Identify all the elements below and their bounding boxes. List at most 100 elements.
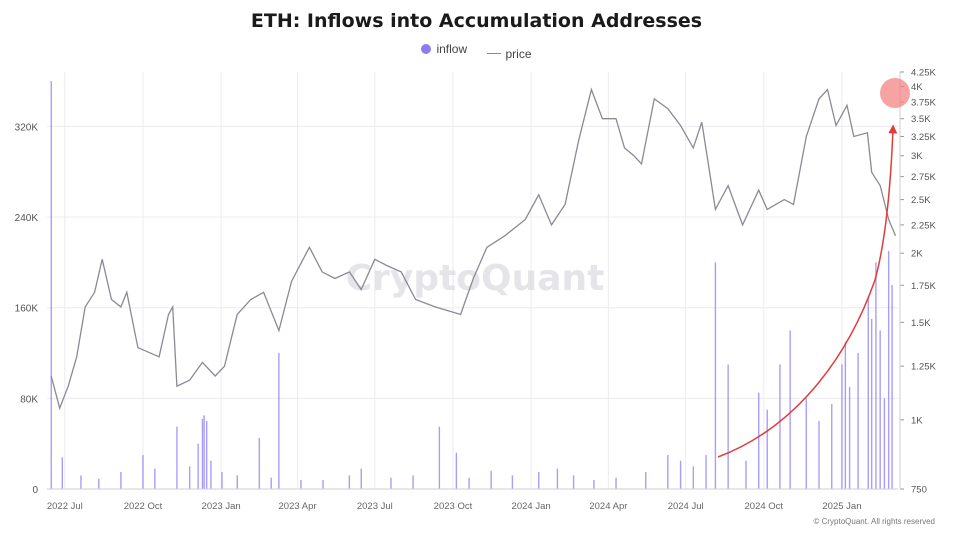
y-left-tick-label: 0: [32, 485, 38, 496]
legend-inflow-swatch: [421, 44, 432, 54]
y-right-tick-label: 4K: [911, 82, 923, 93]
x-tick-label: 2024 Jan: [512, 501, 551, 512]
inflow-bar: [203, 415, 205, 489]
y-right-tick-label: 3.5K: [911, 114, 931, 125]
inflow-bar: [538, 472, 540, 489]
inflow-bar: [667, 455, 669, 489]
y-right-tick-label: 1K: [911, 415, 923, 426]
inflow-bar: [844, 341, 847, 489]
x-tick-label: 2023 Jul: [357, 501, 393, 512]
y-right-tick-label: 2.5K: [911, 195, 931, 206]
inflow-bar: [490, 470, 492, 489]
y-left-tick-label: 160K: [15, 304, 39, 315]
inflow-bar: [201, 418, 204, 489]
inflow-bar: [258, 438, 261, 489]
y-left-tick-label: 320K: [15, 122, 39, 133]
inflow-bar: [278, 353, 280, 489]
inflow-bar: [758, 392, 760, 489]
inflow-bar: [50, 81, 52, 489]
inflow-bar: [438, 426, 441, 489]
grid: [47, 72, 898, 489]
inflow-bar: [645, 472, 647, 489]
inflow-bar: [867, 296, 869, 489]
legend-price-swatch: [486, 53, 501, 54]
inflow-bar: [887, 251, 890, 489]
inflow-bar: [572, 475, 575, 489]
y-right-tick-label: 1.75K: [911, 281, 936, 292]
inflow-bar: [270, 477, 272, 489]
inflow-bar: [300, 479, 302, 489]
inflow-bar: [679, 460, 682, 489]
inflow-bar: [120, 472, 122, 489]
annotation-arrow: [717, 124, 898, 458]
x-tick-label: 2024 Oct: [745, 501, 784, 512]
inflow-bar: [727, 364, 729, 489]
inflow-bar: [236, 475, 238, 489]
inflow-bar: [875, 262, 877, 489]
inflow-bar: [556, 468, 559, 489]
inflow-bar: [61, 457, 63, 489]
legend-inflow[interactable]: inflow: [421, 42, 467, 56]
inflow-bar: [841, 364, 843, 489]
chart-title: ETH: Inflows into Accumulation Addresses: [250, 10, 703, 32]
y-right-tick-label: 2K: [911, 249, 923, 260]
y-right-tick-label: 3.75K: [911, 98, 936, 109]
inflow-bar: [188, 466, 191, 489]
inflow-bar: [98, 478, 100, 489]
inflow-bar: [390, 477, 392, 489]
inflow-bar: [831, 404, 833, 489]
inflow-bar: [714, 262, 717, 489]
x-tick-label: 2024 Jul: [668, 501, 704, 512]
inflow-bar: [197, 443, 199, 489]
y-right-tick-label: 3K: [911, 151, 923, 162]
inflow-bar: [205, 421, 208, 489]
legend-price-label: price: [505, 46, 532, 61]
inflow-bar: [593, 479, 595, 489]
inflow-bar: [142, 455, 144, 489]
y-right-tick-label: 1.25K: [911, 362, 936, 373]
inflow-bar: [818, 421, 820, 489]
watermark: CryptoQuant: [346, 258, 605, 299]
inflow-bar: [766, 409, 768, 489]
legend: inflow price: [0, 42, 953, 61]
inflow-bar: [779, 364, 781, 489]
inflow-bar: [221, 472, 223, 489]
inflow-bar: [360, 468, 362, 489]
y-right-tick-label: 1.5K: [911, 318, 931, 329]
inflow-bar: [468, 477, 470, 489]
x-tick-label: 2023 Apr: [279, 501, 317, 512]
inflow-bar: [80, 475, 82, 489]
inflow-bar: [322, 479, 324, 489]
x-tick-label: 2023 Oct: [434, 501, 473, 512]
inflow-bar: [789, 330, 791, 489]
inflow-bar: [745, 460, 747, 489]
x-tick-label: 2022 Jul: [47, 501, 83, 512]
y-right-tick-label: 2.75K: [911, 172, 936, 183]
legend-price[interactable]: price: [486, 46, 532, 61]
y-right-tick-label: 750: [911, 485, 927, 496]
y-left-tick-label: 240K: [15, 213, 39, 224]
y-right-tick-label: 2.25K: [911, 220, 936, 231]
legend-inflow-label: inflow: [436, 42, 468, 56]
inflow-bar: [870, 319, 873, 489]
inflow-bar: [848, 387, 851, 489]
price-line: [50, 87, 897, 411]
inflow-bar: [692, 466, 695, 489]
inflow-bar: [176, 426, 178, 489]
inflow-bar: [805, 398, 807, 489]
inflow-bar: [455, 452, 458, 489]
inflow-bar: [879, 330, 881, 489]
inflow-bar: [883, 398, 886, 489]
x-tick-label: 2022 Oct: [124, 501, 163, 512]
x-tick-label: 2023 Jan: [202, 501, 241, 512]
inflow-bar: [154, 468, 156, 489]
axes: 2022 Jul 2022 Oct 2023 Jan 2023 Apr 2023 Jul…: [15, 68, 937, 513]
y-right-tick-label: 3.25K: [911, 132, 936, 143]
y-right-tick-label: 4.25K: [911, 68, 936, 79]
inflow-bar: [705, 455, 707, 489]
x-tick-label: 2024 Apr: [589, 501, 627, 512]
inflow-bar: [891, 285, 893, 489]
x-tick-label: 2025 Jan: [822, 501, 861, 512]
inflow-bar: [615, 477, 617, 489]
